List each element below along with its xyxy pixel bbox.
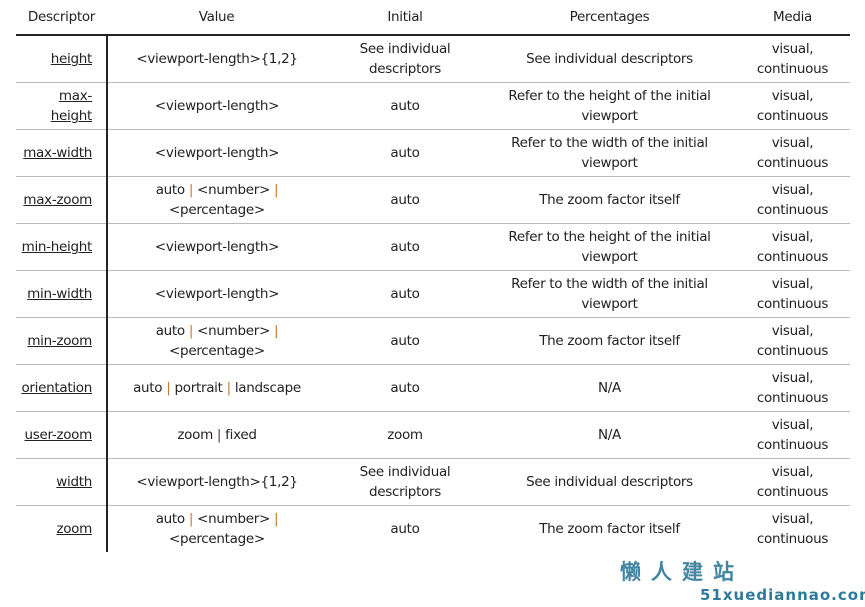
- table-row: min-height <viewport-length> auto Refer to …: [16, 223, 850, 271]
- descriptor-cell: zoom: [16, 505, 108, 552]
- descriptor-table: Descriptor Value Initial Percentages Med…: [16, 0, 850, 552]
- pipe-separator: |: [212, 427, 226, 443]
- header-percentages: Percentages: [484, 0, 735, 36]
- descriptor-link[interactable]: min-height: [21, 239, 93, 255]
- watermark-url: 51xuediannao.com: [700, 586, 865, 604]
- value-cell: auto | <number> | <percentage>: [107, 317, 326, 365]
- media-cell: visual, continuous: [735, 35, 850, 83]
- value-cell: auto | portrait | landscape: [107, 364, 326, 412]
- percentages-cell: The zoom factor itself: [484, 317, 735, 365]
- percentages-cell: See individual descriptors: [484, 458, 735, 506]
- media-cell: visual, continuous: [735, 129, 850, 177]
- descriptor-link[interactable]: zoom: [56, 521, 92, 537]
- initial-cell: See individual descriptors: [326, 458, 484, 506]
- pipe-separator: |: [184, 182, 198, 198]
- descriptor-cell: max-height: [16, 82, 108, 130]
- media-cell: visual, continuous: [756, 511, 829, 547]
- pipe-separator: |: [270, 511, 279, 527]
- initial-cell: See individual descriptors: [326, 35, 484, 83]
- descriptor-link[interactable]: max-zoom: [23, 192, 92, 208]
- media-cell: visual, continuous: [735, 82, 850, 130]
- table-row: zoom auto | <number> | <percentage> auto Th…: [16, 505, 850, 552]
- header-initial: Initial: [326, 0, 484, 36]
- percentages-cell: Refer to the width of the initial viewpo…: [484, 270, 735, 318]
- pipe-separator: |: [270, 323, 279, 339]
- descriptor-link[interactable]: min-zoom: [27, 333, 92, 349]
- media-cell: visual, continuous: [735, 411, 850, 459]
- initial-cell: auto: [326, 223, 484, 271]
- percentages-cell: N/A: [484, 364, 735, 412]
- table-row: user-zoom zoom | fixed zoom N/A visual, cont…: [16, 411, 850, 459]
- percentages-cell: Refer to the width of the initial viewpo…: [484, 129, 735, 177]
- percentages-cell: The zoom factor itself: [539, 521, 680, 537]
- descriptor-link[interactable]: min-width: [27, 286, 92, 302]
- table-row: height <viewport-length>{1,2} See individu…: [16, 35, 850, 83]
- media-cell: visual, continuous: [735, 176, 850, 224]
- pipe-separator: |: [184, 323, 198, 339]
- value-cell: zoom | fixed: [107, 411, 326, 459]
- descriptor-link[interactable]: user-zoom: [24, 427, 92, 443]
- pipe-separator: |: [222, 380, 235, 396]
- initial-cell: zoom: [326, 411, 484, 459]
- descriptor-link[interactable]: height: [50, 51, 93, 67]
- descriptor-cell: height: [16, 35, 108, 83]
- percentages-cell: Refer to the height of the initial viewp…: [484, 223, 735, 271]
- table-row: orientation auto | portrait | landscape au…: [16, 364, 850, 412]
- initial-cell: auto: [326, 176, 484, 224]
- header-media: Media: [735, 0, 850, 36]
- initial-cell: auto: [326, 129, 484, 177]
- media-cell: visual, continuous: [735, 364, 850, 412]
- percentages-cell: N/A: [484, 411, 735, 459]
- value-cell: <viewport-length>{1,2}: [107, 35, 326, 83]
- value-cell: <viewport-length>: [107, 223, 326, 271]
- value-cell: auto | <number> | <percentage>: [155, 511, 279, 547]
- descriptor-link[interactable]: width: [56, 474, 92, 490]
- value-cell: <viewport-length>: [107, 82, 326, 130]
- initial-cell: auto: [326, 270, 484, 318]
- percentages-cell: Refer to the height of the initial viewp…: [484, 82, 735, 130]
- initial-cell: auto: [326, 82, 484, 130]
- percentages-cell: The zoom factor itself: [484, 176, 735, 224]
- descriptor-cell: user-zoom: [16, 411, 108, 459]
- percentages-cell: See individual descriptors: [484, 35, 735, 83]
- pipe-separator: |: [270, 182, 279, 198]
- value-cell: <viewport-length>{1,2}: [107, 458, 326, 506]
- media-cell: visual, continuous: [735, 458, 850, 506]
- header-row: Descriptor Value Initial Percentages Med…: [16, 0, 850, 36]
- descriptor-cell: min-zoom: [16, 317, 108, 365]
- descriptor-cell: max-zoom: [16, 176, 108, 224]
- initial-cell: auto: [390, 521, 420, 537]
- pipe-separator: |: [162, 380, 175, 396]
- media-cell: visual, continuous: [735, 270, 850, 318]
- descriptor-link[interactable]: max-width: [23, 145, 92, 161]
- value-cell: auto | <number> | <percentage>: [107, 176, 326, 224]
- table-row: max-height <viewport-length> auto Refer to …: [16, 82, 850, 130]
- descriptor-link[interactable]: max-height: [50, 88, 93, 124]
- header-value: Value: [107, 0, 326, 36]
- descriptor-cell: width: [16, 458, 108, 506]
- value-cell: <viewport-length>: [107, 270, 326, 318]
- pipe-separator: |: [184, 511, 198, 527]
- descriptor-cell: min-width: [16, 270, 108, 318]
- initial-cell: auto: [326, 317, 484, 365]
- table-row: min-zoom auto | <number> | <percentage> au…: [16, 317, 850, 365]
- media-cell: visual, continuous: [735, 223, 850, 271]
- table-row: width <viewport-length>{1,2} See individua…: [16, 458, 850, 506]
- header-descriptor: Descriptor: [16, 0, 107, 36]
- watermark-logo: 懒人建站: [620, 560, 744, 584]
- descriptor-cell: orientation: [16, 364, 108, 412]
- table-row: max-width <viewport-length> auto Refer to t…: [16, 129, 850, 177]
- descriptor-cell: max-width: [16, 129, 108, 177]
- descriptor-link[interactable]: orientation: [21, 380, 92, 396]
- media-cell: visual, continuous: [735, 317, 850, 365]
- value-cell: <viewport-length>: [107, 129, 326, 177]
- descriptor-cell: min-height: [16, 223, 108, 271]
- table-row: max-zoom auto | <number> | <percentage> au…: [16, 176, 850, 224]
- table-row: min-width <viewport-length> auto Refer to t…: [16, 270, 850, 318]
- initial-cell: auto: [326, 364, 484, 412]
